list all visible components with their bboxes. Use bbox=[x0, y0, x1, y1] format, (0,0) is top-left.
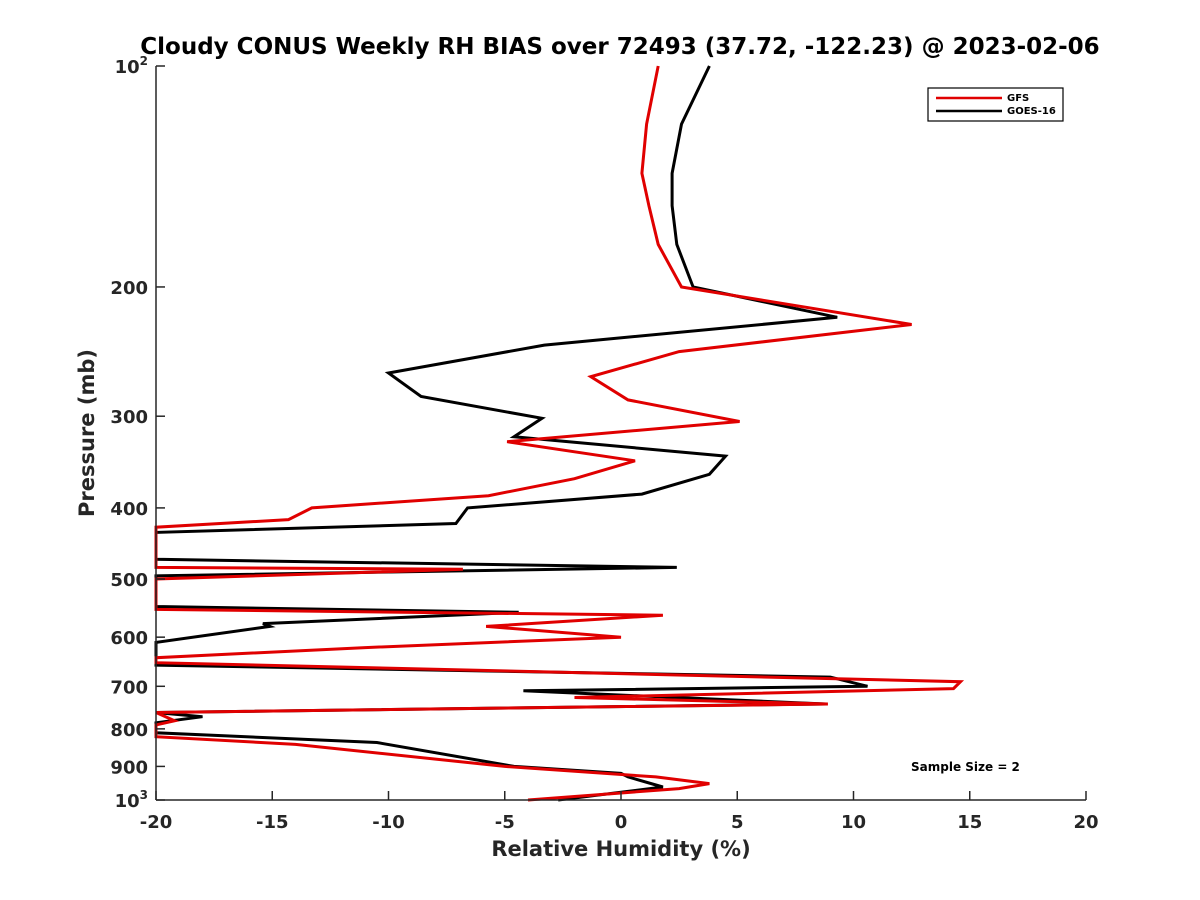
y-ticks: 102 200 300 400 500 600 700 800 900 103 bbox=[110, 54, 165, 812]
y-tick-label: 800 bbox=[110, 720, 148, 741]
y-tick-label: 500 bbox=[110, 570, 148, 591]
x-ticks: -20 -15 -10 -5 0 5 10 15 20 bbox=[140, 791, 1099, 833]
y-tick-label: 900 bbox=[110, 757, 148, 778]
legend-label-gfs: GFS bbox=[1007, 93, 1029, 104]
x-tick-label: -20 bbox=[140, 812, 173, 833]
y-tick-label: 700 bbox=[110, 677, 148, 698]
y-axis-label: Pressure (mb) bbox=[75, 349, 99, 517]
x-tick-label: 15 bbox=[957, 812, 982, 833]
x-tick-label: 20 bbox=[1073, 812, 1098, 833]
x-tick-label: -10 bbox=[372, 812, 405, 833]
x-tick-label: -15 bbox=[256, 812, 289, 833]
chart-title: Cloudy CONUS Weekly RH BIAS over 72493 (… bbox=[140, 34, 1099, 60]
legend-box bbox=[927, 87, 1064, 122]
sample-size-annotation: Sample Size = 2 bbox=[911, 760, 1020, 774]
x-tick-label: 5 bbox=[731, 812, 744, 833]
legend-label-goes16: GOES-16 bbox=[1007, 106, 1056, 117]
y-tick-label: 102 bbox=[115, 54, 148, 78]
y-tick-label: 103 bbox=[115, 788, 148, 812]
x-tick-label: -5 bbox=[495, 812, 515, 833]
y-tick-label: 300 bbox=[110, 407, 148, 428]
legend: GFS GOES-16 bbox=[927, 87, 1064, 122]
x-axis-label: Relative Humidity (%) bbox=[491, 837, 750, 861]
x-tick-label: 0 bbox=[615, 812, 628, 833]
y-tick-label: 200 bbox=[110, 278, 148, 299]
x-tick-label: 10 bbox=[841, 812, 866, 833]
y-tick-label: 600 bbox=[110, 628, 148, 649]
y-tick-label: 400 bbox=[110, 499, 148, 520]
